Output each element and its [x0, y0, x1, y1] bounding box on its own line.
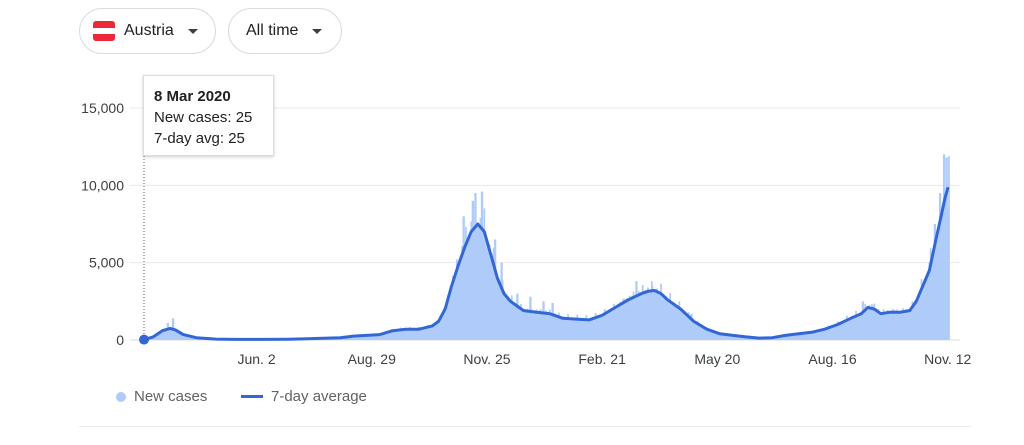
dropdown-caret-icon [312, 28, 323, 34]
x-tick-label: Aug. 16 [808, 351, 856, 367]
x-tick-label: Aug. 29 [348, 351, 396, 367]
y-tick-label: 0 [116, 332, 124, 348]
y-axis-labels: 0 5,000 10,000 15,000 [81, 100, 124, 348]
legend-dot-icon [116, 391, 126, 402]
cases-chart[interactable]: 0 5,000 10,000 15,000 Jun. 2 Aug. 29 Nov. 25 F… [0, 0, 1024, 380]
country-label: Austria [124, 22, 174, 39]
legend-new-cases-label: New cases [134, 388, 208, 405]
tooltip-average: 7-day avg: 25 [154, 130, 245, 147]
x-tick-label: Nov. 25 [463, 351, 510, 367]
y-tick-label: 15,000 [81, 100, 124, 116]
new-cases-bar [948, 156, 950, 340]
new-cases-area [144, 188, 948, 340]
austria-flag-icon [93, 21, 115, 41]
legend-line-icon [241, 395, 263, 398]
time-range-selector[interactable]: All time [228, 8, 342, 54]
x-tick-label: Feb. 21 [578, 351, 626, 367]
flag-stripe-top [93, 21, 115, 28]
time-range-label: All time [246, 22, 299, 39]
x-tick-label: Jun. 2 [237, 351, 275, 367]
hover-marker [139, 156, 149, 345]
legend-new-cases[interactable]: New cases [116, 388, 207, 405]
seven-day-average-path [142, 186, 950, 342]
x-tick-label: Nov. 12 [924, 351, 971, 367]
dropdown-caret-icon [187, 28, 198, 34]
y-tick-label: 5,000 [89, 255, 124, 271]
legend-average-label: 7-day average [271, 388, 367, 405]
tooltip-date: 8 Mar 2020 [154, 88, 231, 105]
hover-tooltip: 8 Mar 2020 New cases: 25 7-day avg: 25 [143, 75, 274, 156]
legend-seven-day-average[interactable]: 7-day average [241, 388, 367, 405]
hover-point [139, 334, 149, 345]
seven-day-average-line [142, 186, 950, 342]
y-tick-label: 10,000 [81, 177, 124, 193]
x-tick-label: May 20 [694, 351, 740, 367]
x-axis-labels: Jun. 2 Aug. 29 Nov. 25 Feb. 21 May 20 Aug. 16… [237, 351, 971, 367]
flag-stripe-bottom [93, 34, 115, 41]
flag-stripe-middle [93, 27, 115, 35]
bottom-divider [79, 426, 971, 427]
tooltip-new-cases: New cases: 25 [154, 109, 253, 126]
new-cases-area-fill [144, 188, 948, 340]
country-selector[interactable]: Austria [79, 8, 216, 54]
